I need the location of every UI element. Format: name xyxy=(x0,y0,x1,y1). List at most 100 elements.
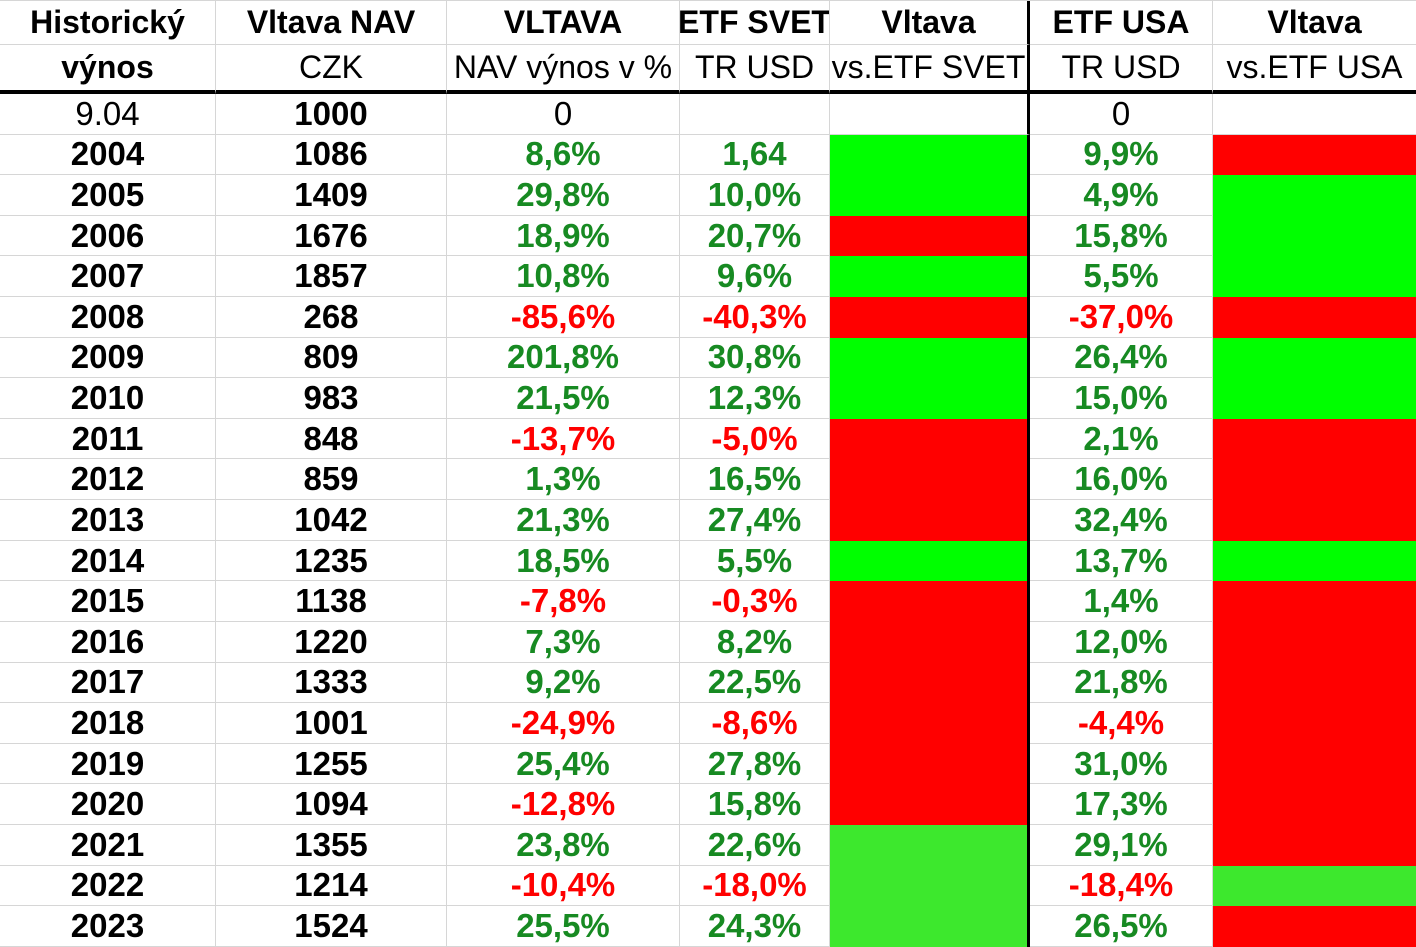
etf-svet-tr-cell[interactable]: 1,64 xyxy=(680,134,830,176)
year-cell[interactable]: 2013 xyxy=(0,500,216,541)
nav-czk-cell[interactable]: 1220 xyxy=(216,621,447,663)
year-cell[interactable]: 2018 xyxy=(0,703,216,744)
etf-usa-tr-cell[interactable]: 1,4% xyxy=(1030,581,1213,622)
year-cell[interactable]: 2022 xyxy=(0,865,216,907)
etf-usa-tr-cell[interactable]: 9,9% xyxy=(1030,134,1213,176)
vltava-nav-return-cell[interactable]: 8,6% xyxy=(447,134,680,176)
etf-svet-tr-cell[interactable]: 27,8% xyxy=(680,743,830,785)
etf-svet-tr-cell[interactable]: 8,2% xyxy=(680,621,830,663)
etf-svet-tr-cell[interactable]: 5,5% xyxy=(680,540,830,582)
nav-czk-cell[interactable]: 1235 xyxy=(216,540,447,582)
header-vltava-vs-svet[interactable]: Vltava xyxy=(830,1,1030,45)
vltava-nav-return-cell[interactable]: -13,7% xyxy=(447,418,680,460)
year-cell[interactable]: 2019 xyxy=(0,743,216,785)
year-cell[interactable]: 9.04 xyxy=(0,94,216,135)
header-tr-usd-svet[interactable]: TR USD xyxy=(680,45,830,94)
vltava-vs-etf-usa-cell[interactable] xyxy=(1213,418,1416,460)
etf-svet-tr-cell[interactable]: 22,5% xyxy=(680,662,830,704)
etf-svet-tr-cell[interactable] xyxy=(680,94,830,135)
vltava-vs-etf-svet-cell[interactable] xyxy=(830,175,1030,216)
nav-czk-cell[interactable]: 1409 xyxy=(216,175,447,216)
header-vltava[interactable]: VLTAVA xyxy=(447,1,680,45)
vltava-vs-etf-usa-cell[interactable] xyxy=(1213,297,1416,338)
etf-svet-tr-cell[interactable]: -0,3% xyxy=(680,581,830,622)
vltava-vs-etf-svet-cell[interactable] xyxy=(830,906,1030,947)
vltava-nav-return-cell[interactable]: 18,5% xyxy=(447,540,680,582)
year-cell[interactable]: 2016 xyxy=(0,621,216,663)
vltava-vs-etf-usa-cell[interactable] xyxy=(1213,215,1416,257)
vltava-nav-return-cell[interactable]: 21,3% xyxy=(447,500,680,541)
etf-usa-tr-cell[interactable]: 31,0% xyxy=(1030,743,1213,785)
etf-usa-tr-cell[interactable]: 17,3% xyxy=(1030,784,1213,825)
header-vs-etf-usa[interactable]: vs.ETF USA xyxy=(1213,45,1416,94)
nav-czk-cell[interactable]: 848 xyxy=(216,418,447,460)
vltava-vs-etf-svet-cell[interactable] xyxy=(830,378,1030,419)
etf-usa-tr-cell[interactable]: 5,5% xyxy=(1030,256,1213,298)
vltava-vs-etf-usa-cell[interactable] xyxy=(1213,906,1416,947)
vltava-vs-etf-usa-cell[interactable] xyxy=(1213,540,1416,582)
etf-svet-tr-cell[interactable]: 9,6% xyxy=(680,256,830,298)
vltava-vs-etf-svet-cell[interactable] xyxy=(830,459,1030,501)
year-cell[interactable]: 2020 xyxy=(0,784,216,825)
etf-usa-tr-cell[interactable]: 29,1% xyxy=(1030,824,1213,866)
vltava-nav-return-cell[interactable]: -12,8% xyxy=(447,784,680,825)
header-historicky[interactable]: Historický xyxy=(0,1,216,45)
etf-svet-tr-cell[interactable]: 10,0% xyxy=(680,175,830,216)
vltava-vs-etf-svet-cell[interactable] xyxy=(830,784,1030,825)
vltava-vs-etf-usa-cell[interactable] xyxy=(1213,94,1416,135)
vltava-vs-etf-usa-cell[interactable] xyxy=(1213,784,1416,825)
etf-usa-tr-cell[interactable]: -37,0% xyxy=(1030,297,1213,338)
vltava-vs-etf-svet-cell[interactable] xyxy=(830,94,1030,135)
etf-svet-tr-cell[interactable]: 27,4% xyxy=(680,500,830,541)
vltava-vs-etf-usa-cell[interactable] xyxy=(1213,703,1416,744)
vltava-nav-return-cell[interactable]: -85,6% xyxy=(447,297,680,338)
etf-svet-tr-cell[interactable]: -40,3% xyxy=(680,297,830,338)
nav-czk-cell[interactable]: 1042 xyxy=(216,500,447,541)
year-cell[interactable]: 2010 xyxy=(0,378,216,419)
header-vynos[interactable]: výnos xyxy=(0,45,216,94)
vltava-vs-etf-svet-cell[interactable] xyxy=(830,621,1030,663)
etf-usa-tr-cell[interactable]: 13,7% xyxy=(1030,540,1213,582)
vltava-nav-return-cell[interactable]: 0 xyxy=(447,94,680,135)
etf-svet-tr-cell[interactable]: 30,8% xyxy=(680,337,830,379)
nav-czk-cell[interactable]: 859 xyxy=(216,459,447,501)
nav-czk-cell[interactable]: 1676 xyxy=(216,215,447,257)
nav-czk-cell[interactable]: 1086 xyxy=(216,134,447,176)
nav-czk-cell[interactable]: 268 xyxy=(216,297,447,338)
etf-usa-tr-cell[interactable]: 4,9% xyxy=(1030,175,1213,216)
vltava-nav-return-cell[interactable]: 21,5% xyxy=(447,378,680,419)
vltava-nav-return-cell[interactable]: -10,4% xyxy=(447,865,680,907)
nav-czk-cell[interactable]: 1000 xyxy=(216,94,447,135)
vltava-vs-etf-usa-cell[interactable] xyxy=(1213,134,1416,176)
year-cell[interactable]: 2014 xyxy=(0,540,216,582)
vltava-vs-etf-usa-cell[interactable] xyxy=(1213,743,1416,785)
nav-czk-cell[interactable]: 1001 xyxy=(216,703,447,744)
vltava-nav-return-cell[interactable]: 25,5% xyxy=(447,906,680,947)
nav-czk-cell[interactable]: 1094 xyxy=(216,784,447,825)
vltava-nav-return-cell[interactable]: 201,8% xyxy=(447,337,680,379)
etf-svet-tr-cell[interactable]: 16,5% xyxy=(680,459,830,501)
vltava-vs-etf-svet-cell[interactable] xyxy=(830,134,1030,176)
nav-czk-cell[interactable]: 1524 xyxy=(216,906,447,947)
header-etf-usa[interactable]: ETF USA xyxy=(1030,1,1213,45)
vltava-vs-etf-svet-cell[interactable] xyxy=(830,581,1030,622)
vltava-vs-etf-usa-cell[interactable] xyxy=(1213,175,1416,216)
vltava-vs-etf-usa-cell[interactable] xyxy=(1213,865,1416,907)
vltava-nav-return-cell[interactable]: 7,3% xyxy=(447,621,680,663)
year-cell[interactable]: 2015 xyxy=(0,581,216,622)
vltava-nav-return-cell[interactable]: 18,9% xyxy=(447,215,680,257)
year-cell[interactable]: 2008 xyxy=(0,297,216,338)
vltava-vs-etf-svet-cell[interactable] xyxy=(830,418,1030,460)
vltava-vs-etf-svet-cell[interactable] xyxy=(830,865,1030,907)
year-cell[interactable]: 2023 xyxy=(0,906,216,947)
etf-svet-tr-cell[interactable]: 20,7% xyxy=(680,215,830,257)
year-cell[interactable]: 2012 xyxy=(0,459,216,501)
year-cell[interactable]: 2007 xyxy=(0,256,216,298)
header-tr-usd-usa[interactable]: TR USD xyxy=(1030,45,1213,94)
year-cell[interactable]: 2009 xyxy=(0,337,216,379)
header-vltava-vs-usa[interactable]: Vltava xyxy=(1213,1,1416,45)
nav-czk-cell[interactable]: 1857 xyxy=(216,256,447,298)
vltava-vs-etf-usa-cell[interactable] xyxy=(1213,581,1416,622)
etf-usa-tr-cell[interactable]: 2,1% xyxy=(1030,418,1213,460)
etf-usa-tr-cell[interactable]: 32,4% xyxy=(1030,500,1213,541)
